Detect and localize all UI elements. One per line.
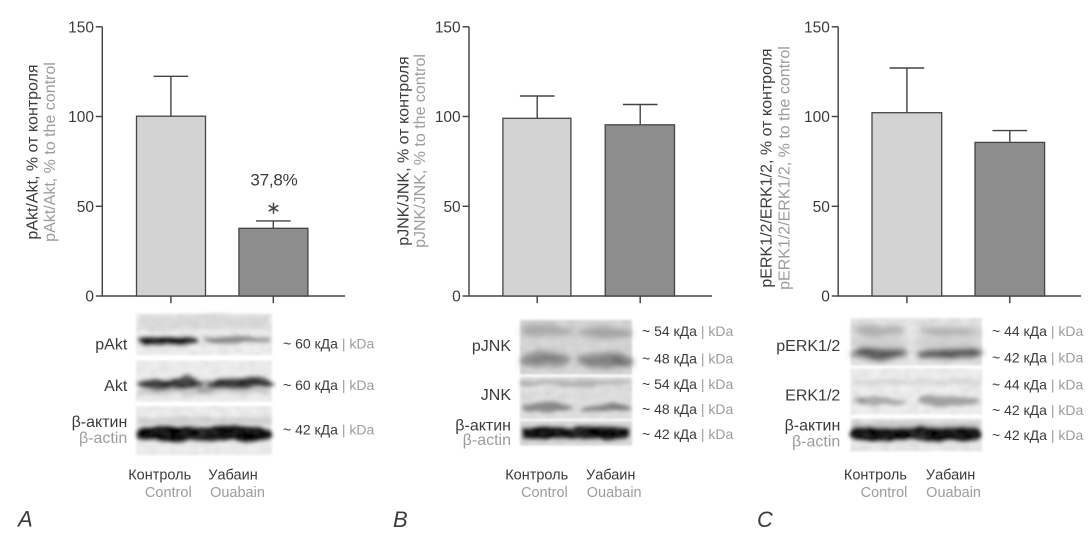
svg-text:Уабаин: Уабаин xyxy=(926,468,975,484)
svg-text:50: 50 xyxy=(813,199,831,216)
svg-text:pJNK/JNK, % от контроля: pJNK/JNK, % от контроля xyxy=(395,56,412,245)
svg-text:Ouabain: Ouabain xyxy=(210,485,265,501)
svg-text:~ 42 кДа | kDa: ~ 42 кДа | kDa xyxy=(992,350,1083,366)
svg-text:β-актин: β-актин xyxy=(455,417,511,434)
svg-text:0: 0 xyxy=(821,289,830,306)
svg-text:Ouabain: Ouabain xyxy=(926,485,981,501)
svg-text:0: 0 xyxy=(452,289,461,306)
svg-text:50: 50 xyxy=(443,199,461,216)
svg-text:0: 0 xyxy=(85,289,94,306)
svg-text:Контроль: Контроль xyxy=(128,468,191,484)
svg-text:150: 150 xyxy=(68,19,94,36)
svg-text:pERK1/2/ERK1/2, % to the contr: pERK1/2/ERK1/2, % to the control xyxy=(776,46,793,290)
svg-text:~ 54 кДа | kDa: ~ 54 кДа | kDa xyxy=(642,323,733,339)
svg-text:Уабаин: Уабаин xyxy=(208,468,257,484)
svg-text:~ 54 кДа | kDa: ~ 54 кДа | kDa xyxy=(642,376,733,392)
svg-text:150: 150 xyxy=(804,19,830,36)
svg-text:β-actin: β-actin xyxy=(792,434,840,451)
svg-text:~ 44 кДа | kDa: ~ 44 кДа | kDa xyxy=(992,323,1083,339)
svg-text:37,8%: 37,8% xyxy=(250,171,297,190)
svg-text:Ouabain: Ouabain xyxy=(587,485,642,501)
svg-text:β-актин: β-актин xyxy=(72,414,128,431)
svg-text:~ 60 кДа | kDa: ~ 60 кДа | kDa xyxy=(283,336,374,352)
svg-text:~ 44 кДа | kDa: ~ 44 кДа | kDa xyxy=(992,377,1083,393)
svg-text:pAkt: pAkt xyxy=(95,336,128,353)
svg-text:Контроль: Контроль xyxy=(844,468,907,484)
svg-text:~ 42 кДа | kDa: ~ 42 кДа | kDa xyxy=(283,422,374,438)
svg-text:β-actin: β-actin xyxy=(463,432,511,449)
svg-text:Akt: Akt xyxy=(104,378,128,395)
svg-text:JNK: JNK xyxy=(481,387,512,404)
svg-text:~ 48 кДа | kDa: ~ 48 кДа | kDa xyxy=(642,350,733,366)
svg-text:~ 42 кДа | kDa: ~ 42 кДа | kDa xyxy=(992,402,1083,418)
svg-text:pERK1/2: pERK1/2 xyxy=(776,338,840,355)
svg-text:Control: Control xyxy=(861,485,908,501)
svg-text:pAkt/Akt, % от контроля: pAkt/Akt, % от контроля xyxy=(24,64,41,239)
svg-text:Уабаин: Уабаин xyxy=(586,468,635,484)
svg-text:pAkt/Akt, % to the control: pAkt/Akt, % to the control xyxy=(42,62,59,242)
svg-text:ERK1/2: ERK1/2 xyxy=(785,387,840,404)
svg-text:β-актин: β-актин xyxy=(785,417,841,434)
svg-text:50: 50 xyxy=(77,199,95,216)
svg-text:Control: Control xyxy=(145,485,192,501)
svg-text:~ 48 кДа | kDa: ~ 48 кДа | kDa xyxy=(642,401,733,417)
svg-text:100: 100 xyxy=(68,109,94,126)
svg-text:100: 100 xyxy=(435,109,461,126)
svg-text:β-actin: β-actin xyxy=(79,430,127,447)
svg-text:pJNK: pJNK xyxy=(472,338,511,355)
svg-text:pERK1/2/ERK1/2, % от контроля: pERK1/2/ERK1/2, % от контроля xyxy=(758,48,775,287)
svg-text:Control: Control xyxy=(521,485,568,501)
svg-text:~ 60 кДа | kDa: ~ 60 кДа | kDa xyxy=(283,377,374,393)
svg-text:~ 42 кДа | kDa: ~ 42 кДа | kDa xyxy=(642,426,733,442)
svg-text:100: 100 xyxy=(804,109,830,126)
svg-text:A: A xyxy=(16,507,33,532)
svg-text:150: 150 xyxy=(435,19,461,36)
svg-text:C: C xyxy=(757,507,773,532)
svg-text:Контроль: Контроль xyxy=(505,468,568,484)
svg-text:pJNK/JNK, % to the control: pJNK/JNK, % to the control xyxy=(412,54,429,248)
svg-text:B: B xyxy=(393,507,408,532)
svg-text:~ 42 кДа | kDa: ~ 42 кДа | kDa xyxy=(992,427,1083,443)
